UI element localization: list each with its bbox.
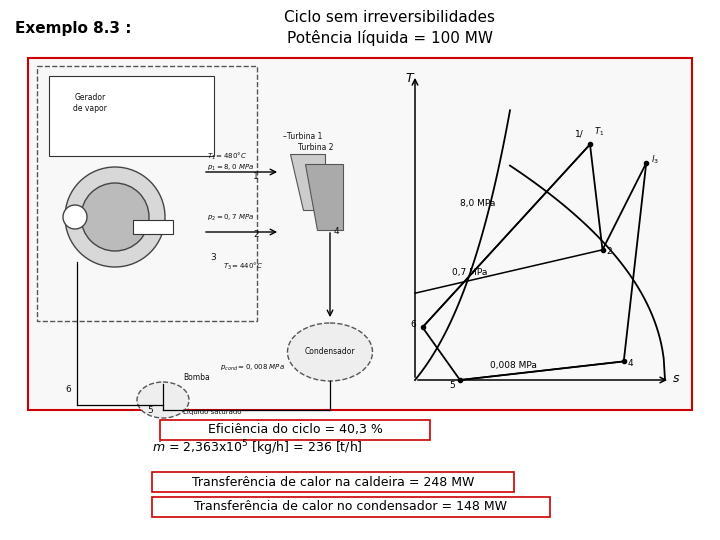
Text: Líquido saturado: Líquido saturado xyxy=(183,408,241,415)
Text: $p_{cond} = 0,008\ MPa$: $p_{cond} = 0,008\ MPa$ xyxy=(220,363,285,373)
Text: 0,7 MPa: 0,7 MPa xyxy=(452,268,488,276)
Text: $p_1 = 8,0\ MPa$: $p_1 = 8,0\ MPa$ xyxy=(207,163,254,173)
Bar xyxy=(28,58,692,410)
Text: Eficiência do ciclo = 40,3 %: Eficiência do ciclo = 40,3 % xyxy=(207,423,382,436)
Text: Ciclo sem irreversibilidades: Ciclo sem irreversibilidades xyxy=(284,10,495,25)
Text: $l_3$: $l_3$ xyxy=(652,154,660,166)
Text: 3: 3 xyxy=(210,253,216,262)
Text: 4: 4 xyxy=(628,360,634,368)
Ellipse shape xyxy=(287,323,372,381)
Text: 0,008 MPa: 0,008 MPa xyxy=(490,361,537,369)
Bar xyxy=(49,76,214,156)
Text: T: T xyxy=(405,72,413,85)
Text: de vapor: de vapor xyxy=(73,104,107,113)
Bar xyxy=(160,420,430,440)
Polygon shape xyxy=(305,164,343,230)
Bar xyxy=(133,220,173,234)
Text: 6: 6 xyxy=(410,320,416,329)
Text: Turbina 2: Turbina 2 xyxy=(298,143,333,152)
Text: $\dot{m}$ = 2,363x10$^5$ [kg/h] = 236 [t/h]: $\dot{m}$ = 2,363x10$^5$ [kg/h] = 236 [t… xyxy=(152,438,363,458)
Text: 1/: 1/ xyxy=(575,130,584,138)
Text: Potência líquida = 100 MW: Potência líquida = 100 MW xyxy=(287,30,493,46)
Text: Condensador: Condensador xyxy=(305,347,355,355)
Text: $T_3 = 440°C$: $T_3 = 440°C$ xyxy=(223,261,263,272)
Text: Exemplo 8.3 :: Exemplo 8.3 : xyxy=(15,21,132,36)
Text: $T_1$: $T_1$ xyxy=(594,125,604,138)
Text: $p_2 = 0,7\ MPa$: $p_2 = 0,7\ MPa$ xyxy=(207,213,254,223)
Bar xyxy=(37,66,257,321)
Circle shape xyxy=(65,167,165,267)
Text: $T_1 = 480°C$: $T_1 = 480°C$ xyxy=(207,151,247,162)
Polygon shape xyxy=(290,154,325,210)
Text: 2: 2 xyxy=(253,230,258,239)
Text: 4: 4 xyxy=(334,227,340,236)
Text: Bomba: Bomba xyxy=(184,373,210,382)
Ellipse shape xyxy=(137,382,189,418)
Text: 5: 5 xyxy=(449,381,455,390)
Text: 8,0 MPa: 8,0 MPa xyxy=(460,199,495,208)
Text: s: s xyxy=(673,372,680,385)
Text: Transferência de calor no condensador = 148 MW: Transferência de calor no condensador = … xyxy=(194,501,508,514)
Text: 6: 6 xyxy=(65,385,71,394)
Text: Transferência de calor na caldeira = 248 MW: Transferência de calor na caldeira = 248… xyxy=(192,476,474,489)
Text: 1: 1 xyxy=(253,172,258,181)
Circle shape xyxy=(81,183,149,251)
Bar xyxy=(152,472,514,492)
Text: 2: 2 xyxy=(606,247,612,256)
Text: –Turbina 1: –Turbina 1 xyxy=(283,132,323,141)
Text: Gerador: Gerador xyxy=(74,93,106,102)
Text: 5: 5 xyxy=(147,406,153,415)
Circle shape xyxy=(63,205,87,229)
Bar xyxy=(152,497,550,517)
